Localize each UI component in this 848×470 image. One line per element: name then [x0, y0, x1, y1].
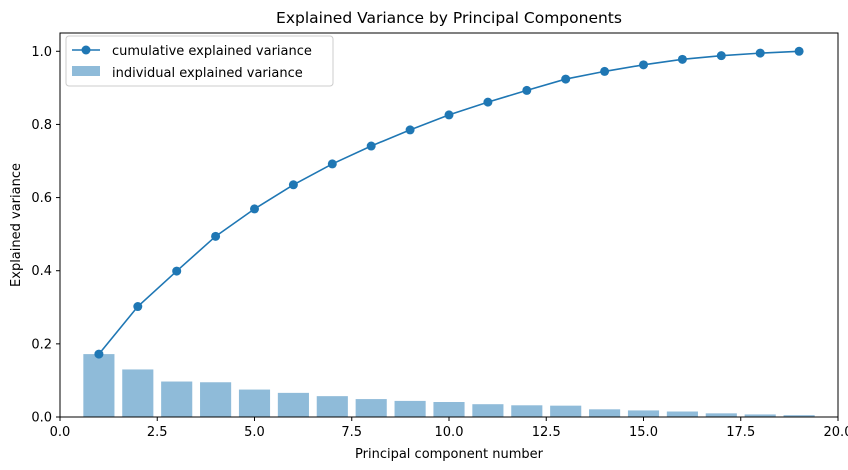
bar-pc-3 — [161, 381, 193, 417]
cumulative-point-pc-19 — [794, 46, 804, 56]
bar-pc-16 — [666, 411, 698, 417]
cumulative-point-pc-2 — [133, 302, 143, 312]
axes-frame — [59, 32, 839, 418]
chart-title: Explained Variance by Principal Componen… — [276, 9, 622, 27]
plot-area — [83, 46, 815, 417]
bar-pc-13 — [550, 405, 582, 417]
bar-pc-1 — [83, 354, 115, 417]
cumulative-point-pc-12 — [522, 85, 532, 95]
bar-pc-11 — [472, 404, 504, 417]
legend-marker-swatch — [81, 45, 91, 55]
x-tick-label: 17.5 — [726, 425, 755, 440]
cumulative-point-pc-1 — [94, 349, 104, 359]
x-tick-label: 2.5 — [147, 425, 168, 440]
cumulative-point-pc-15 — [639, 60, 648, 70]
cumulative-point-pc-6 — [288, 180, 298, 190]
legend: cumulative explained variance individual… — [65, 35, 334, 87]
cumulative-point-pc-11 — [483, 97, 493, 107]
legend-label-individual: individual explained variance — [112, 66, 303, 81]
y-tick-label: 0.4 — [31, 264, 52, 279]
cumulative-point-pc-5 — [250, 204, 259, 214]
bar-pc-15 — [627, 410, 660, 417]
bar-pc-10 — [433, 402, 465, 417]
bar-pc-18 — [744, 414, 776, 417]
cumulative-line — [98, 50, 800, 355]
y-tick-label: 1.0 — [31, 45, 52, 60]
cumulative-point-pc-16 — [677, 54, 687, 64]
bar-pc-17 — [705, 413, 737, 417]
y-axis-label: Explained variance — [9, 163, 24, 287]
x-tick-label: 15.0 — [629, 425, 658, 440]
cumulative-point-pc-13 — [561, 74, 571, 84]
bar-pc-8 — [355, 399, 387, 417]
legend-bar-swatch — [72, 66, 100, 76]
bar-pc-19 — [783, 415, 815, 417]
y-tick-label: 0.0 — [31, 411, 52, 426]
bar-pc-5 — [238, 389, 271, 417]
x-axis-label: Principal component number — [355, 447, 544, 462]
legend-label-cumulative: cumulative explained variance — [112, 44, 312, 59]
cumulative-point-pc-17 — [716, 51, 726, 61]
bar-pc-12 — [511, 405, 543, 417]
x-tick-label: 0.0 — [50, 425, 71, 440]
axes-spines — [59, 32, 839, 418]
x-tick-label: 7.5 — [341, 425, 362, 440]
bar-pc-6 — [277, 392, 309, 417]
bar-pc-7 — [316, 396, 348, 417]
x-tick-label: 5.0 — [244, 425, 265, 440]
cumulative-point-pc-10 — [444, 110, 454, 120]
legend-frame — [65, 35, 334, 87]
x-axis: 0.0 2.5 5.0 7.5 10.0 12.5 15.0 17.5 20.0 — [50, 417, 848, 440]
x-tick-label: 10.0 — [435, 425, 464, 440]
x-tick-label: 12.5 — [532, 425, 561, 440]
x-tick-label: 20.0 — [824, 425, 848, 440]
cumulative-point-pc-14 — [600, 66, 610, 76]
bar-pc-14 — [589, 409, 621, 417]
bar-pc-4 — [200, 382, 232, 417]
bar-pc-2 — [122, 369, 154, 417]
cumulative-point-pc-8 — [366, 141, 376, 151]
cumulative-point-pc-9 — [405, 125, 415, 135]
cumulative-point-pc-18 — [755, 48, 765, 58]
cumulative-point-pc-4 — [211, 231, 221, 241]
y-tick-label: 0.6 — [31, 191, 52, 206]
y-axis: 0.0 0.2 0.4 0.6 0.8 1.0 — [31, 45, 60, 426]
y-tick-label: 0.2 — [31, 337, 52, 352]
y-tick-label: 0.8 — [31, 118, 52, 133]
cumulative-point-pc-7 — [327, 159, 337, 169]
cumulative-point-pc-3 — [172, 266, 182, 276]
bar-pc-9 — [394, 400, 426, 417]
